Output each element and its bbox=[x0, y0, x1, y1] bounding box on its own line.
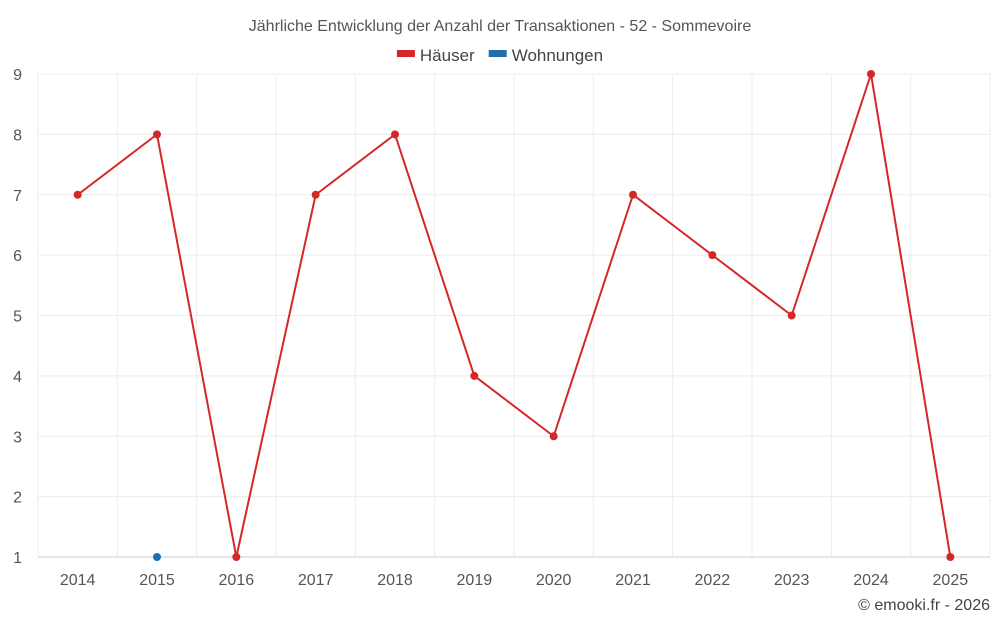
chart-title: Jährliche Entwicklung der Anzahl der Tra… bbox=[249, 18, 752, 35]
data-point-h-user[interactable] bbox=[867, 70, 875, 78]
x-tick-label: 2016 bbox=[219, 572, 255, 589]
credit-text: © emooki.fr - 2026 bbox=[858, 597, 990, 614]
data-point-h-user[interactable] bbox=[549, 432, 558, 441]
x-tick-label: 2017 bbox=[298, 572, 334, 589]
axes: 1 2 3 4 5 6 7 8 9 2014 2015 2016 2017 2018 2019 2020 202… bbox=[13, 67, 990, 589]
data-point-h-user[interactable] bbox=[708, 251, 717, 260]
data-point-h-user[interactable] bbox=[232, 553, 241, 561]
data-point-h-user[interactable] bbox=[153, 130, 161, 139]
y-tick-label: 8 bbox=[13, 127, 22, 144]
data-point-h-user[interactable] bbox=[73, 190, 82, 199]
y-tick-label: 7 bbox=[13, 188, 22, 205]
x-tick-label: 2025 bbox=[933, 572, 969, 589]
grid bbox=[37, 73, 991, 558]
x-tick-label: 2020 bbox=[536, 572, 572, 589]
legend-label: Häuser bbox=[420, 46, 475, 65]
data-point-wohnungen[interactable] bbox=[153, 553, 161, 561]
y-tick-label: 9 bbox=[13, 67, 22, 84]
x-tick-label: 2018 bbox=[377, 572, 413, 589]
data-point-h-user[interactable] bbox=[391, 130, 399, 139]
x-tick-label: 2015 bbox=[139, 572, 175, 589]
data-point-h-user[interactable] bbox=[629, 190, 637, 199]
y-tick-label: 4 bbox=[13, 369, 22, 386]
data-point-h-user[interactable] bbox=[311, 190, 320, 199]
series-line-h-user bbox=[77, 73, 952, 558]
legend-label: Wohnungen bbox=[512, 46, 603, 65]
x-tick-label: 2019 bbox=[457, 572, 493, 589]
x-tick-label: 2022 bbox=[695, 572, 731, 589]
legend-swatch bbox=[488, 50, 507, 57]
legend[interactable]: Häuser Wohnungen bbox=[396, 46, 603, 65]
y-tick-label: 6 bbox=[13, 248, 22, 265]
y-tick-label: 1 bbox=[13, 550, 22, 567]
legend-swatch bbox=[396, 50, 415, 57]
legend-item[interactable]: Häuser bbox=[396, 46, 475, 65]
legend-item[interactable]: Wohnungen bbox=[488, 46, 603, 65]
x-tick-label: 2021 bbox=[615, 572, 651, 589]
data-point-h-user[interactable] bbox=[470, 371, 479, 380]
x-tick-label: 2014 bbox=[60, 572, 96, 589]
y-tick-label: 5 bbox=[13, 309, 22, 326]
y-tick-label: 2 bbox=[13, 490, 22, 507]
y-tick-label: 3 bbox=[13, 429, 22, 446]
data-point-h-user[interactable] bbox=[787, 311, 796, 320]
data-point-h-user[interactable] bbox=[946, 553, 955, 561]
x-tick-label: 2024 bbox=[853, 572, 889, 589]
series bbox=[73, 70, 955, 561]
x-tick-label: 2023 bbox=[774, 572, 810, 589]
